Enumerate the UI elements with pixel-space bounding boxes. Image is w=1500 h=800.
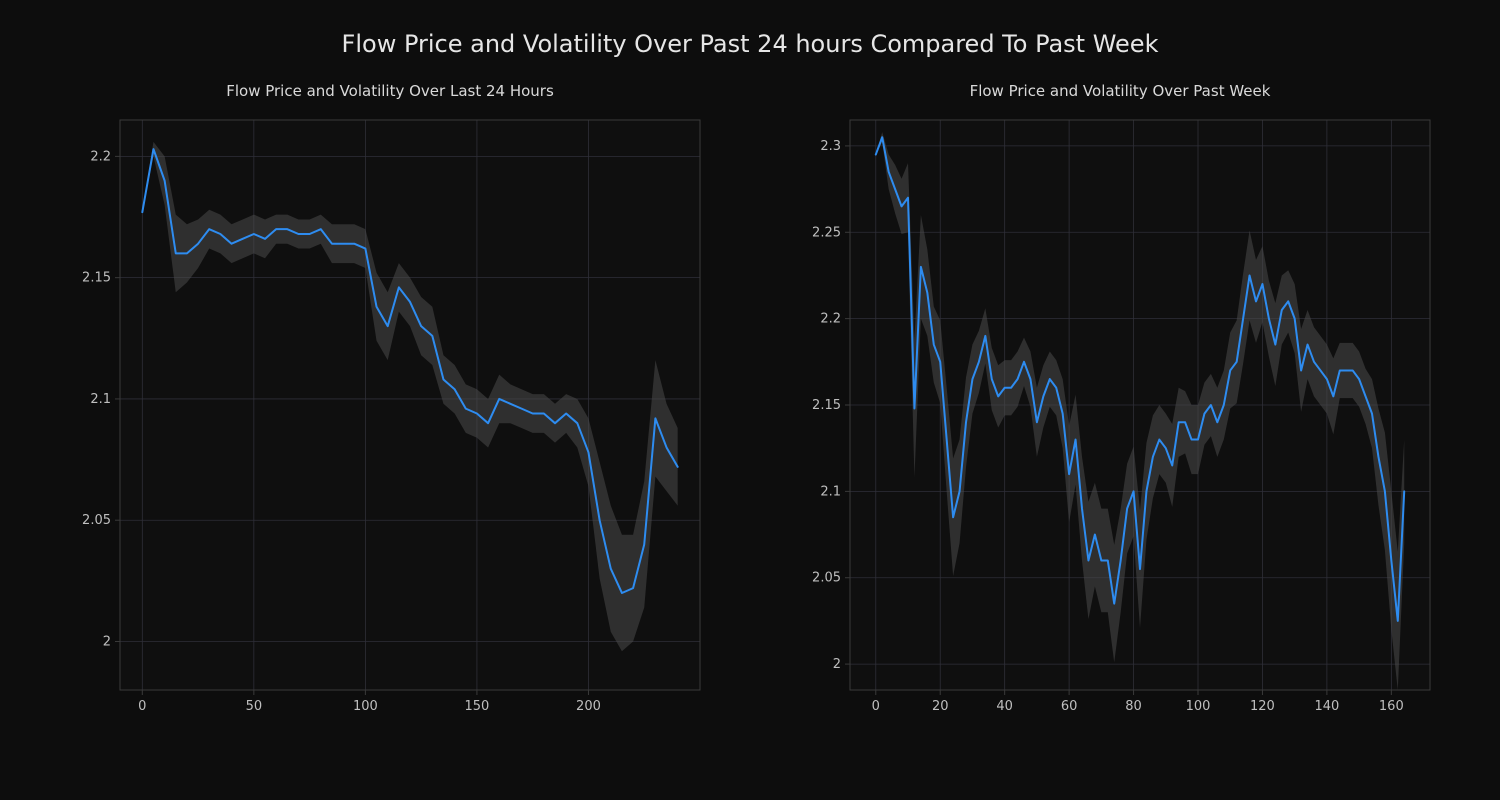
svg-text:2.25: 2.25 — [812, 225, 841, 240]
svg-text:2: 2 — [103, 634, 111, 649]
svg-text:150: 150 — [465, 699, 490, 714]
subplot-24h: Flow Price and Volatility Over Last 24 H… — [70, 110, 710, 730]
subplot-24h-title: Flow Price and Volatility Over Last 24 H… — [70, 82, 710, 100]
svg-text:0: 0 — [138, 699, 146, 714]
svg-text:60: 60 — [1061, 699, 1078, 714]
svg-text:20: 20 — [932, 699, 949, 714]
figure: Flow Price and Volatility Over Past 24 h… — [0, 0, 1500, 800]
chart-week-svg: 0 20 40 60 80 100 120 140 160 2 2.05 2.1 2.15 2.2 2.25… — [800, 110, 1440, 730]
svg-text:2.3: 2.3 — [820, 139, 841, 154]
svg-text:2.1: 2.1 — [820, 484, 841, 499]
svg-text:2.2: 2.2 — [90, 149, 111, 164]
svg-text:100: 100 — [353, 699, 378, 714]
svg-text:2: 2 — [833, 657, 841, 672]
svg-text:0: 0 — [872, 699, 880, 714]
svg-text:2.05: 2.05 — [82, 513, 111, 528]
subplot-week: Flow Price and Volatility Over Past Week… — [800, 110, 1440, 730]
svg-text:2.1: 2.1 — [90, 392, 111, 407]
svg-text:140: 140 — [1314, 699, 1339, 714]
svg-text:120: 120 — [1250, 699, 1275, 714]
svg-text:200: 200 — [576, 699, 601, 714]
svg-text:160: 160 — [1379, 699, 1404, 714]
svg-text:40: 40 — [996, 699, 1013, 714]
svg-text:100: 100 — [1186, 699, 1211, 714]
svg-text:2.15: 2.15 — [812, 398, 841, 413]
figure-suptitle: Flow Price and Volatility Over Past 24 h… — [0, 30, 1500, 58]
chart-24h-svg: 0 50 100 150 200 2 2.05 2.1 2.15 2.2 — [70, 110, 710, 730]
svg-text:50: 50 — [246, 699, 263, 714]
svg-text:80: 80 — [1125, 699, 1142, 714]
subplot-week-title: Flow Price and Volatility Over Past Week — [800, 82, 1440, 100]
svg-text:2.05: 2.05 — [812, 571, 841, 586]
svg-text:2.15: 2.15 — [82, 271, 111, 286]
svg-text:2.2: 2.2 — [820, 312, 841, 327]
